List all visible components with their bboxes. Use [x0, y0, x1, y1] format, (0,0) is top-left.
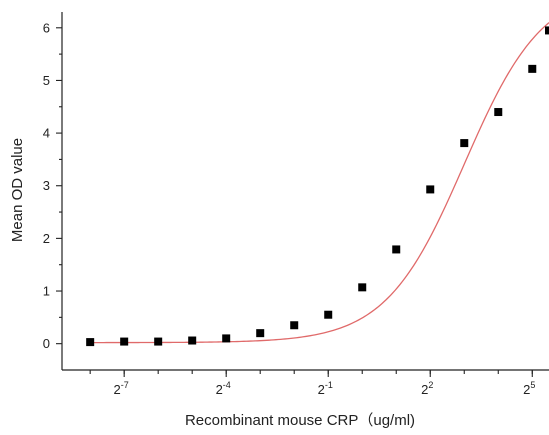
data-point	[290, 321, 299, 330]
x-tick-label: 22	[421, 380, 433, 397]
fit-curve	[90, 22, 549, 344]
y-tick-label: 6	[43, 20, 50, 35]
y-tick-label: 0	[43, 336, 50, 351]
data-point	[154, 337, 163, 346]
y-tick-label: 5	[43, 73, 50, 88]
data-point	[222, 334, 231, 343]
data-point	[528, 64, 537, 73]
x-axis-title: Recombinant mouse CRP（ug/ml)	[185, 412, 415, 429]
y-axis-title: Mean OD value	[9, 138, 26, 242]
axes: 0 1 2 3 4 5 6 2-7 2-4 2-1 22 25	[43, 12, 549, 397]
y-tick-label: 3	[43, 178, 50, 193]
data-point	[188, 336, 197, 345]
y-tick-label: 2	[43, 231, 50, 246]
data-point	[86, 338, 95, 347]
data-point	[120, 337, 129, 346]
data-points-layer	[86, 26, 549, 347]
data-point	[324, 310, 333, 319]
x-tick-label: 2-1	[318, 380, 333, 397]
data-point	[392, 245, 401, 254]
data-point	[256, 329, 265, 338]
data-point	[358, 283, 367, 292]
data-point	[426, 185, 435, 194]
x-tick-label: 2-4	[216, 380, 231, 397]
x-tick-label: 25	[523, 380, 535, 397]
data-point	[545, 26, 549, 35]
data-point	[460, 139, 469, 148]
x-tick-label: 2-7	[114, 380, 129, 397]
data-point	[494, 108, 503, 117]
y-tick-label: 4	[43, 126, 50, 141]
fit-curve-layer	[90, 22, 549, 344]
y-tick-label: 1	[43, 284, 50, 299]
